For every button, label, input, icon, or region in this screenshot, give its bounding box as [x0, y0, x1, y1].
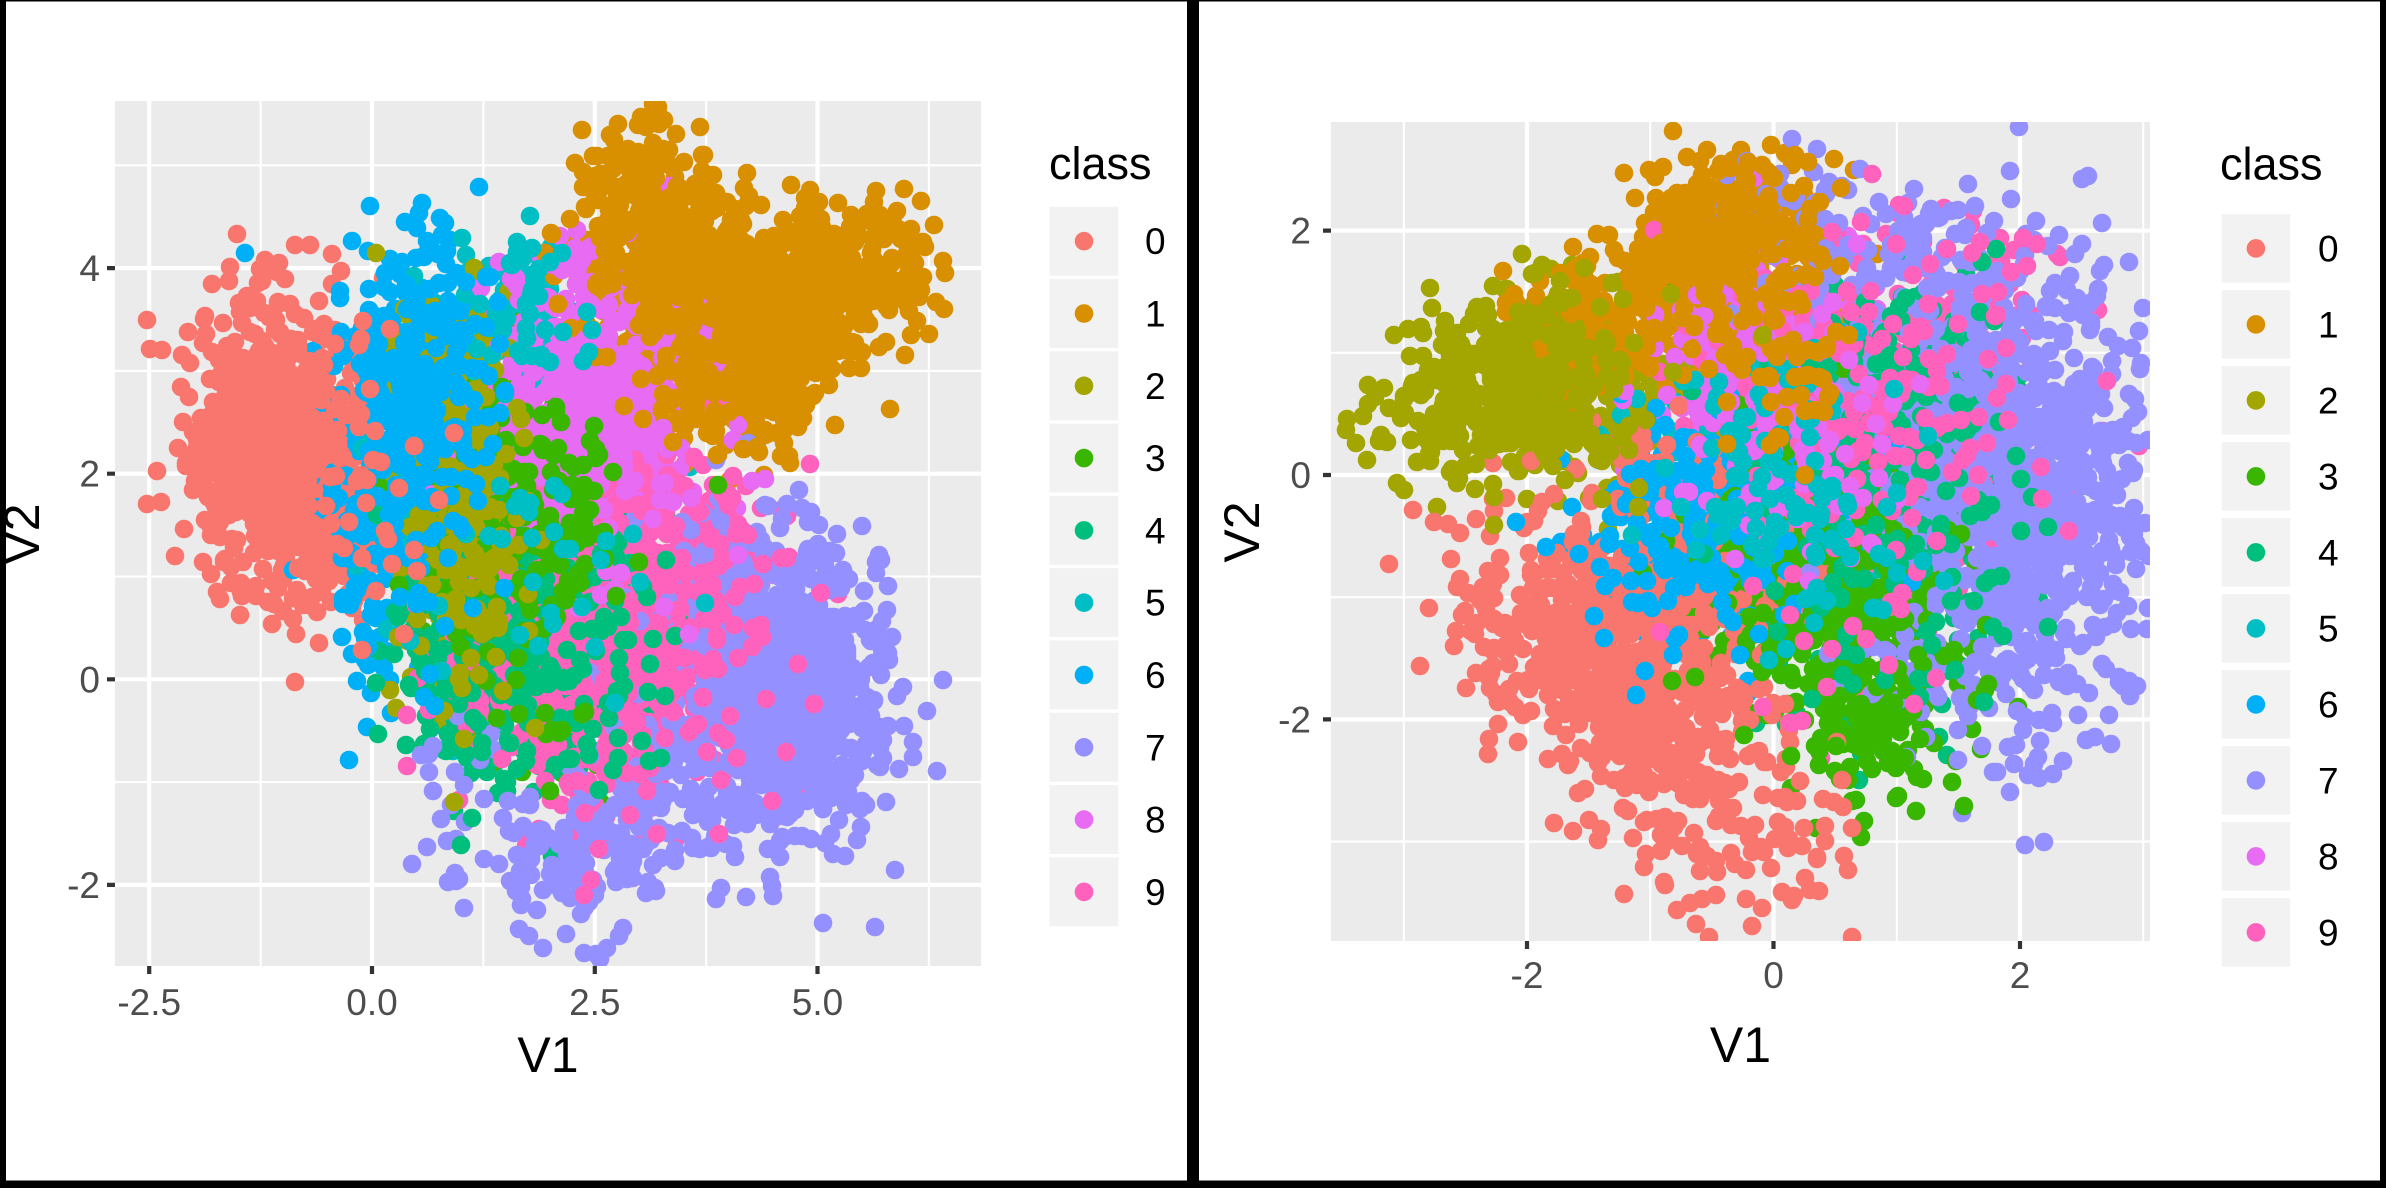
- svg-text:6: 6: [2318, 684, 2339, 725]
- svg-text:V2: V2: [1214, 501, 1270, 562]
- svg-text:4: 4: [1145, 510, 1166, 551]
- svg-text:V1: V1: [517, 1027, 578, 1083]
- svg-text:2: 2: [1290, 211, 1311, 252]
- svg-text:5: 5: [1145, 583, 1166, 624]
- svg-text:5: 5: [2318, 608, 2339, 649]
- svg-text:-2: -2: [1511, 955, 1544, 996]
- svg-text:5.0: 5.0: [792, 982, 843, 1023]
- svg-text:7: 7: [1145, 727, 1166, 768]
- svg-text:2: 2: [2318, 380, 2339, 421]
- svg-text:class: class: [1049, 138, 1152, 189]
- svg-text:V1: V1: [1710, 1017, 1771, 1073]
- svg-text:7: 7: [2318, 760, 2339, 801]
- svg-text:-2.5: -2.5: [117, 982, 181, 1023]
- svg-text:9: 9: [1145, 872, 1166, 913]
- svg-text:1: 1: [2318, 304, 2339, 345]
- svg-text:4: 4: [2318, 532, 2339, 573]
- svg-text:2.5: 2.5: [569, 982, 620, 1023]
- svg-text:class: class: [2220, 139, 2323, 190]
- svg-text:-2: -2: [67, 865, 100, 906]
- svg-text:2: 2: [1145, 366, 1166, 407]
- svg-text:-2: -2: [1278, 699, 1311, 740]
- svg-text:2: 2: [2010, 955, 2031, 996]
- svg-text:9: 9: [2318, 912, 2339, 953]
- svg-text:1: 1: [1145, 294, 1166, 335]
- svg-text:0: 0: [1290, 455, 1311, 496]
- svg-text:0: 0: [79, 659, 100, 700]
- svg-text:4: 4: [79, 248, 100, 289]
- svg-text:6: 6: [1145, 655, 1166, 696]
- svg-text:0.0: 0.0: [346, 982, 397, 1023]
- svg-text:0: 0: [1145, 221, 1166, 262]
- svg-text:V2: V2: [0, 503, 50, 564]
- svg-text:2: 2: [79, 454, 100, 495]
- svg-text:0: 0: [2318, 228, 2339, 269]
- svg-text:0: 0: [1763, 955, 1784, 996]
- svg-text:3: 3: [1145, 438, 1166, 479]
- svg-text:3: 3: [2318, 456, 2339, 497]
- svg-text:8: 8: [1145, 800, 1166, 841]
- svg-text:8: 8: [2318, 836, 2339, 877]
